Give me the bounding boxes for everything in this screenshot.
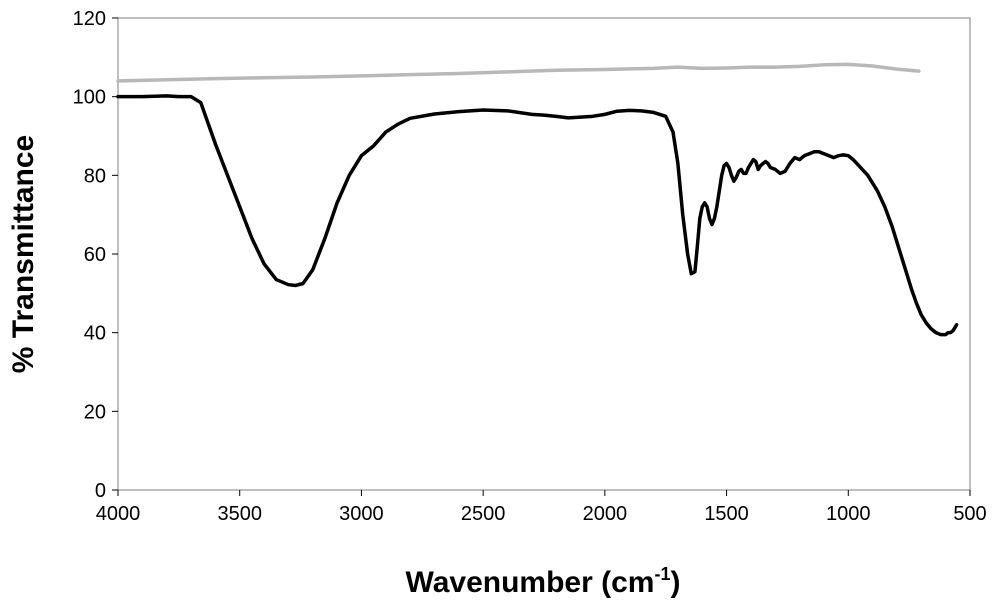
x-tick-label: 1500 [704, 503, 749, 525]
x-axis-title-superscript: -1 [654, 564, 670, 584]
y-tick-label: 120 [73, 8, 106, 30]
y-tick-label: 80 [84, 165, 106, 187]
x-axis-title: Wavenumber (cm-1) [406, 564, 681, 599]
x-tick-label: 4000 [96, 503, 141, 525]
x-tick-label: 1000 [826, 503, 871, 525]
x-tick-label: 500 [953, 503, 986, 525]
y-tick-label: 0 [95, 480, 106, 502]
y-tick-label: 100 [73, 87, 106, 109]
axes-group: 0 20 40 60 80 100 120 4000 3500 3000 2500 2000 1500 1… [73, 8, 987, 525]
x-tick-label: 3000 [339, 503, 384, 525]
series-group [116, 62, 959, 337]
x-axis-title-close: ) [670, 566, 680, 599]
x-tick-label: 3500 [217, 503, 262, 525]
plot-area [117, 17, 971, 491]
series-line-gray [116, 62, 921, 83]
y-tick-label: 40 [84, 323, 106, 345]
y-tick-label: 20 [84, 401, 106, 423]
y-axis-title: % Transmittance [7, 135, 40, 373]
y-tick-label: 60 [84, 244, 106, 266]
x-tick-label: 2500 [461, 503, 506, 525]
series-line-black [116, 94, 959, 337]
x-tick-label: 2000 [583, 503, 628, 525]
x-axis-title-main: Wavenumber (cm [406, 566, 655, 599]
